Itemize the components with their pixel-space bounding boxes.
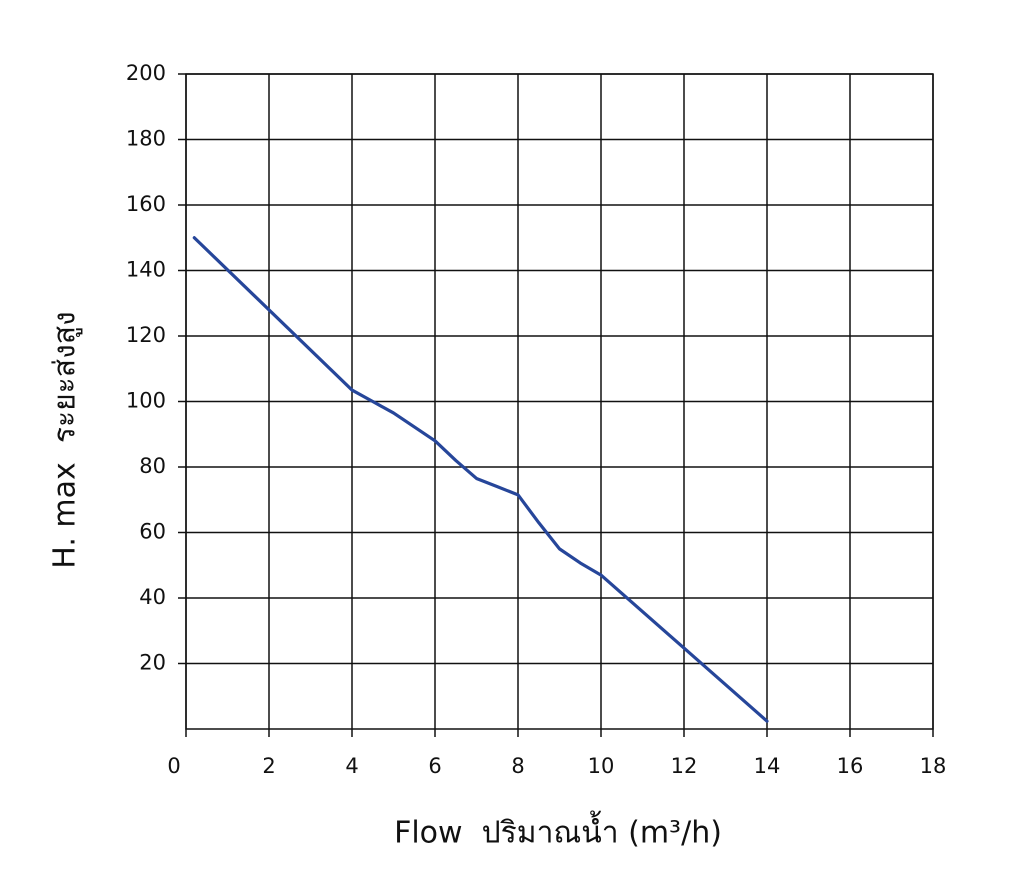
y-tick-label: 40	[139, 585, 166, 609]
y-tick-label: 180	[126, 127, 166, 151]
x-tick-label: 6	[428, 754, 441, 778]
y-tick-label: 120	[126, 323, 166, 347]
y-tick-label: 200	[126, 61, 166, 85]
x-tick-label: 2	[262, 754, 275, 778]
y-tick-label: 80	[139, 454, 166, 478]
y-axis-title: H. max ระยะส่งสูง	[48, 311, 83, 568]
x-tick-label: 14	[754, 754, 781, 778]
x-tick-label: 8	[511, 754, 524, 778]
x-tick-label: 0	[167, 754, 180, 778]
x-axis-title: Flow ปริมาณน้ำ (m³/h)	[394, 811, 722, 851]
y-tick-label: 100	[126, 389, 166, 413]
y-tick-label: 140	[126, 258, 166, 282]
x-tick-label: 18	[920, 754, 947, 778]
y-tick-label: 160	[126, 192, 166, 216]
x-tick-label: 12	[671, 754, 698, 778]
x-tick-label: 4	[345, 754, 358, 778]
x-tick-label: 16	[837, 754, 864, 778]
y-tick-label: 60	[139, 520, 166, 544]
x-tick-label: 10	[588, 754, 615, 778]
y-tick-label: 20	[139, 651, 166, 675]
data-line	[192, 236, 769, 723]
